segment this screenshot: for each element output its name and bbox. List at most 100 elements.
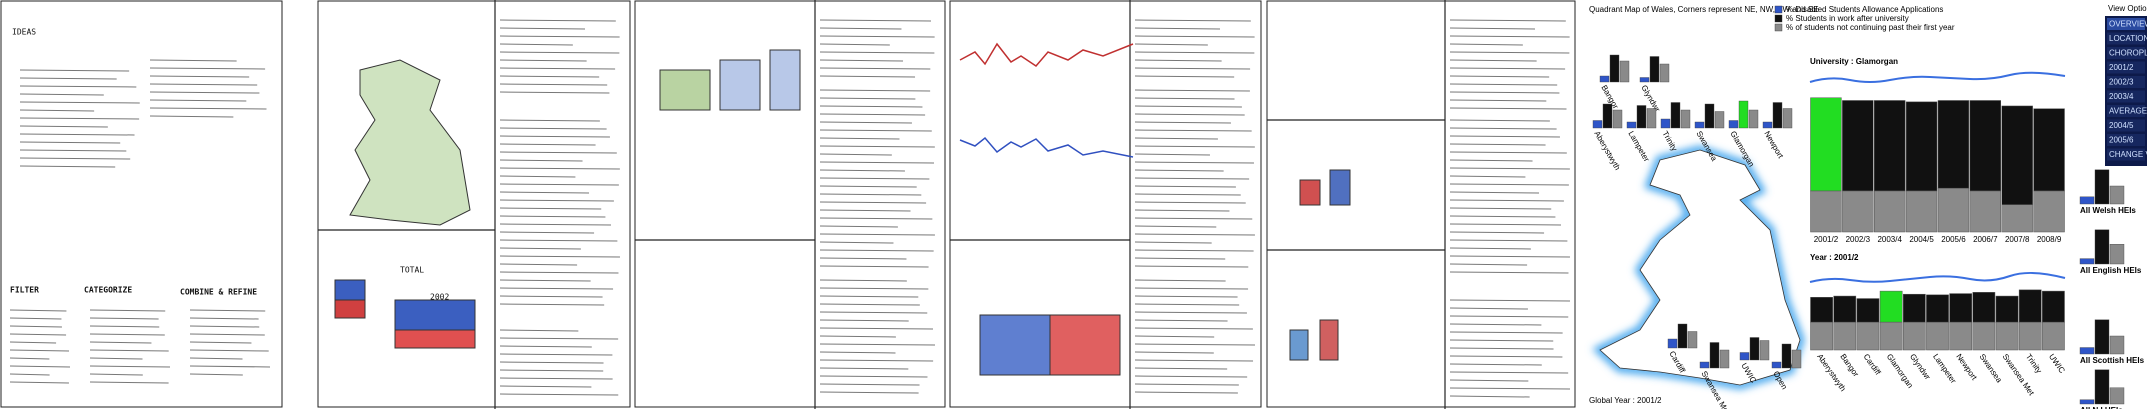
handwriting xyxy=(1449,175,1526,178)
handwriting xyxy=(1134,177,1250,180)
handwriting xyxy=(89,317,159,320)
handwriting xyxy=(1134,161,1254,164)
legend-swatch xyxy=(1774,14,1783,23)
handwriting xyxy=(189,341,252,344)
view-option[interactable] xyxy=(2107,134,2145,146)
handwriting xyxy=(1134,311,1247,314)
wales-map[interactable] xyxy=(1599,149,1801,386)
view-option[interactable] xyxy=(2107,61,2145,74)
handwriting xyxy=(9,381,69,384)
handwriting xyxy=(499,43,573,46)
handwriting xyxy=(499,127,607,130)
handwriting xyxy=(1134,201,1246,204)
view-option[interactable] xyxy=(2107,90,2145,103)
mini-bar xyxy=(1749,337,1760,361)
mini-bar xyxy=(1660,118,1671,129)
handwriting xyxy=(1134,67,1251,70)
handwriting xyxy=(1449,167,1570,170)
handwriting xyxy=(19,77,117,80)
handwriting xyxy=(149,67,266,70)
handwriting xyxy=(189,373,243,376)
handwriting xyxy=(1449,43,1523,46)
category-label: 2007/8 xyxy=(2005,235,2030,244)
handwriting xyxy=(1134,295,1238,298)
handwriting xyxy=(819,153,892,156)
mini-bar xyxy=(2094,169,2110,205)
handwriting xyxy=(499,19,616,22)
trend-line xyxy=(1809,71,2066,83)
handwriting xyxy=(499,59,587,62)
view-option[interactable] xyxy=(2107,105,2145,117)
bar-segment xyxy=(1810,297,1833,323)
handwriting xyxy=(499,353,613,356)
handwriting xyxy=(19,101,140,104)
mini-bar xyxy=(1667,338,1678,349)
handwriting xyxy=(189,333,265,336)
handwriting xyxy=(499,51,620,54)
view-option[interactable] xyxy=(2107,148,2145,161)
bar-segment xyxy=(2001,105,2033,205)
handwriting xyxy=(499,263,578,266)
view-option-label: 2004/5 xyxy=(2109,121,2134,130)
handwriting xyxy=(499,183,619,186)
view-option-label: 2002/3 xyxy=(2109,78,2134,87)
category-label: 2001/2 xyxy=(1814,235,1839,244)
handwriting xyxy=(149,83,258,86)
sketch-label: TOTAL xyxy=(400,266,424,275)
handwriting xyxy=(1134,137,1218,140)
handwriting xyxy=(1134,19,1251,22)
handwriting xyxy=(499,207,602,210)
view-option-label: CHOROPLETH xyxy=(2109,49,2147,58)
handwriting xyxy=(819,75,916,78)
sketch-bar xyxy=(1289,329,1309,361)
bar-segment xyxy=(2001,204,2033,233)
bar-segment xyxy=(1842,100,1874,192)
legend-label: % Students in work after university xyxy=(1786,14,1909,23)
view-option[interactable] xyxy=(2107,76,2145,88)
handwriting xyxy=(819,391,919,394)
handwriting xyxy=(1449,27,1536,30)
handwriting xyxy=(499,279,591,282)
mini-bar xyxy=(1791,349,1802,369)
handwriting xyxy=(1134,303,1240,306)
handwriting xyxy=(819,89,931,92)
bar-segment xyxy=(1926,321,1949,351)
mini-bar xyxy=(1659,63,1670,83)
handwriting xyxy=(189,365,271,368)
mini-bar xyxy=(2109,335,2125,355)
sketch-bar xyxy=(719,59,761,111)
category-label: 2006/7 xyxy=(1973,235,1998,244)
handwriting xyxy=(499,295,603,298)
handwriting xyxy=(1134,327,1253,330)
handwriting xyxy=(499,175,576,178)
view-option[interactable] xyxy=(2107,119,2145,132)
mini-bar xyxy=(1639,77,1650,83)
handwriting xyxy=(819,265,929,268)
handwriting xyxy=(499,303,605,306)
handwriting xyxy=(1134,265,1249,268)
handwriting xyxy=(819,19,931,22)
mini-bar xyxy=(1599,75,1610,83)
bar-segment xyxy=(2042,321,2065,351)
handwriting xyxy=(189,349,269,352)
handwriting xyxy=(499,199,614,202)
sketch-heading: CATEGORIZE xyxy=(84,286,132,295)
mini-bar xyxy=(1748,109,1759,129)
handwriting xyxy=(499,247,581,250)
handwriting xyxy=(819,177,930,180)
handwriting xyxy=(819,335,896,338)
handwriting xyxy=(89,333,165,336)
bar-segment xyxy=(1995,295,2019,323)
handwriting xyxy=(89,373,143,376)
handwriting xyxy=(499,27,586,30)
view-option[interactable] xyxy=(2107,32,2145,45)
handwriting xyxy=(189,317,259,320)
view-option[interactable] xyxy=(2107,18,2145,30)
handwriting xyxy=(19,165,116,168)
mini-chart-title: All Scottish HEIs xyxy=(2080,356,2145,365)
handwriting xyxy=(1449,135,1560,138)
view-option[interactable] xyxy=(2107,47,2145,59)
handwriting xyxy=(1134,359,1254,362)
handwriting xyxy=(819,343,936,346)
